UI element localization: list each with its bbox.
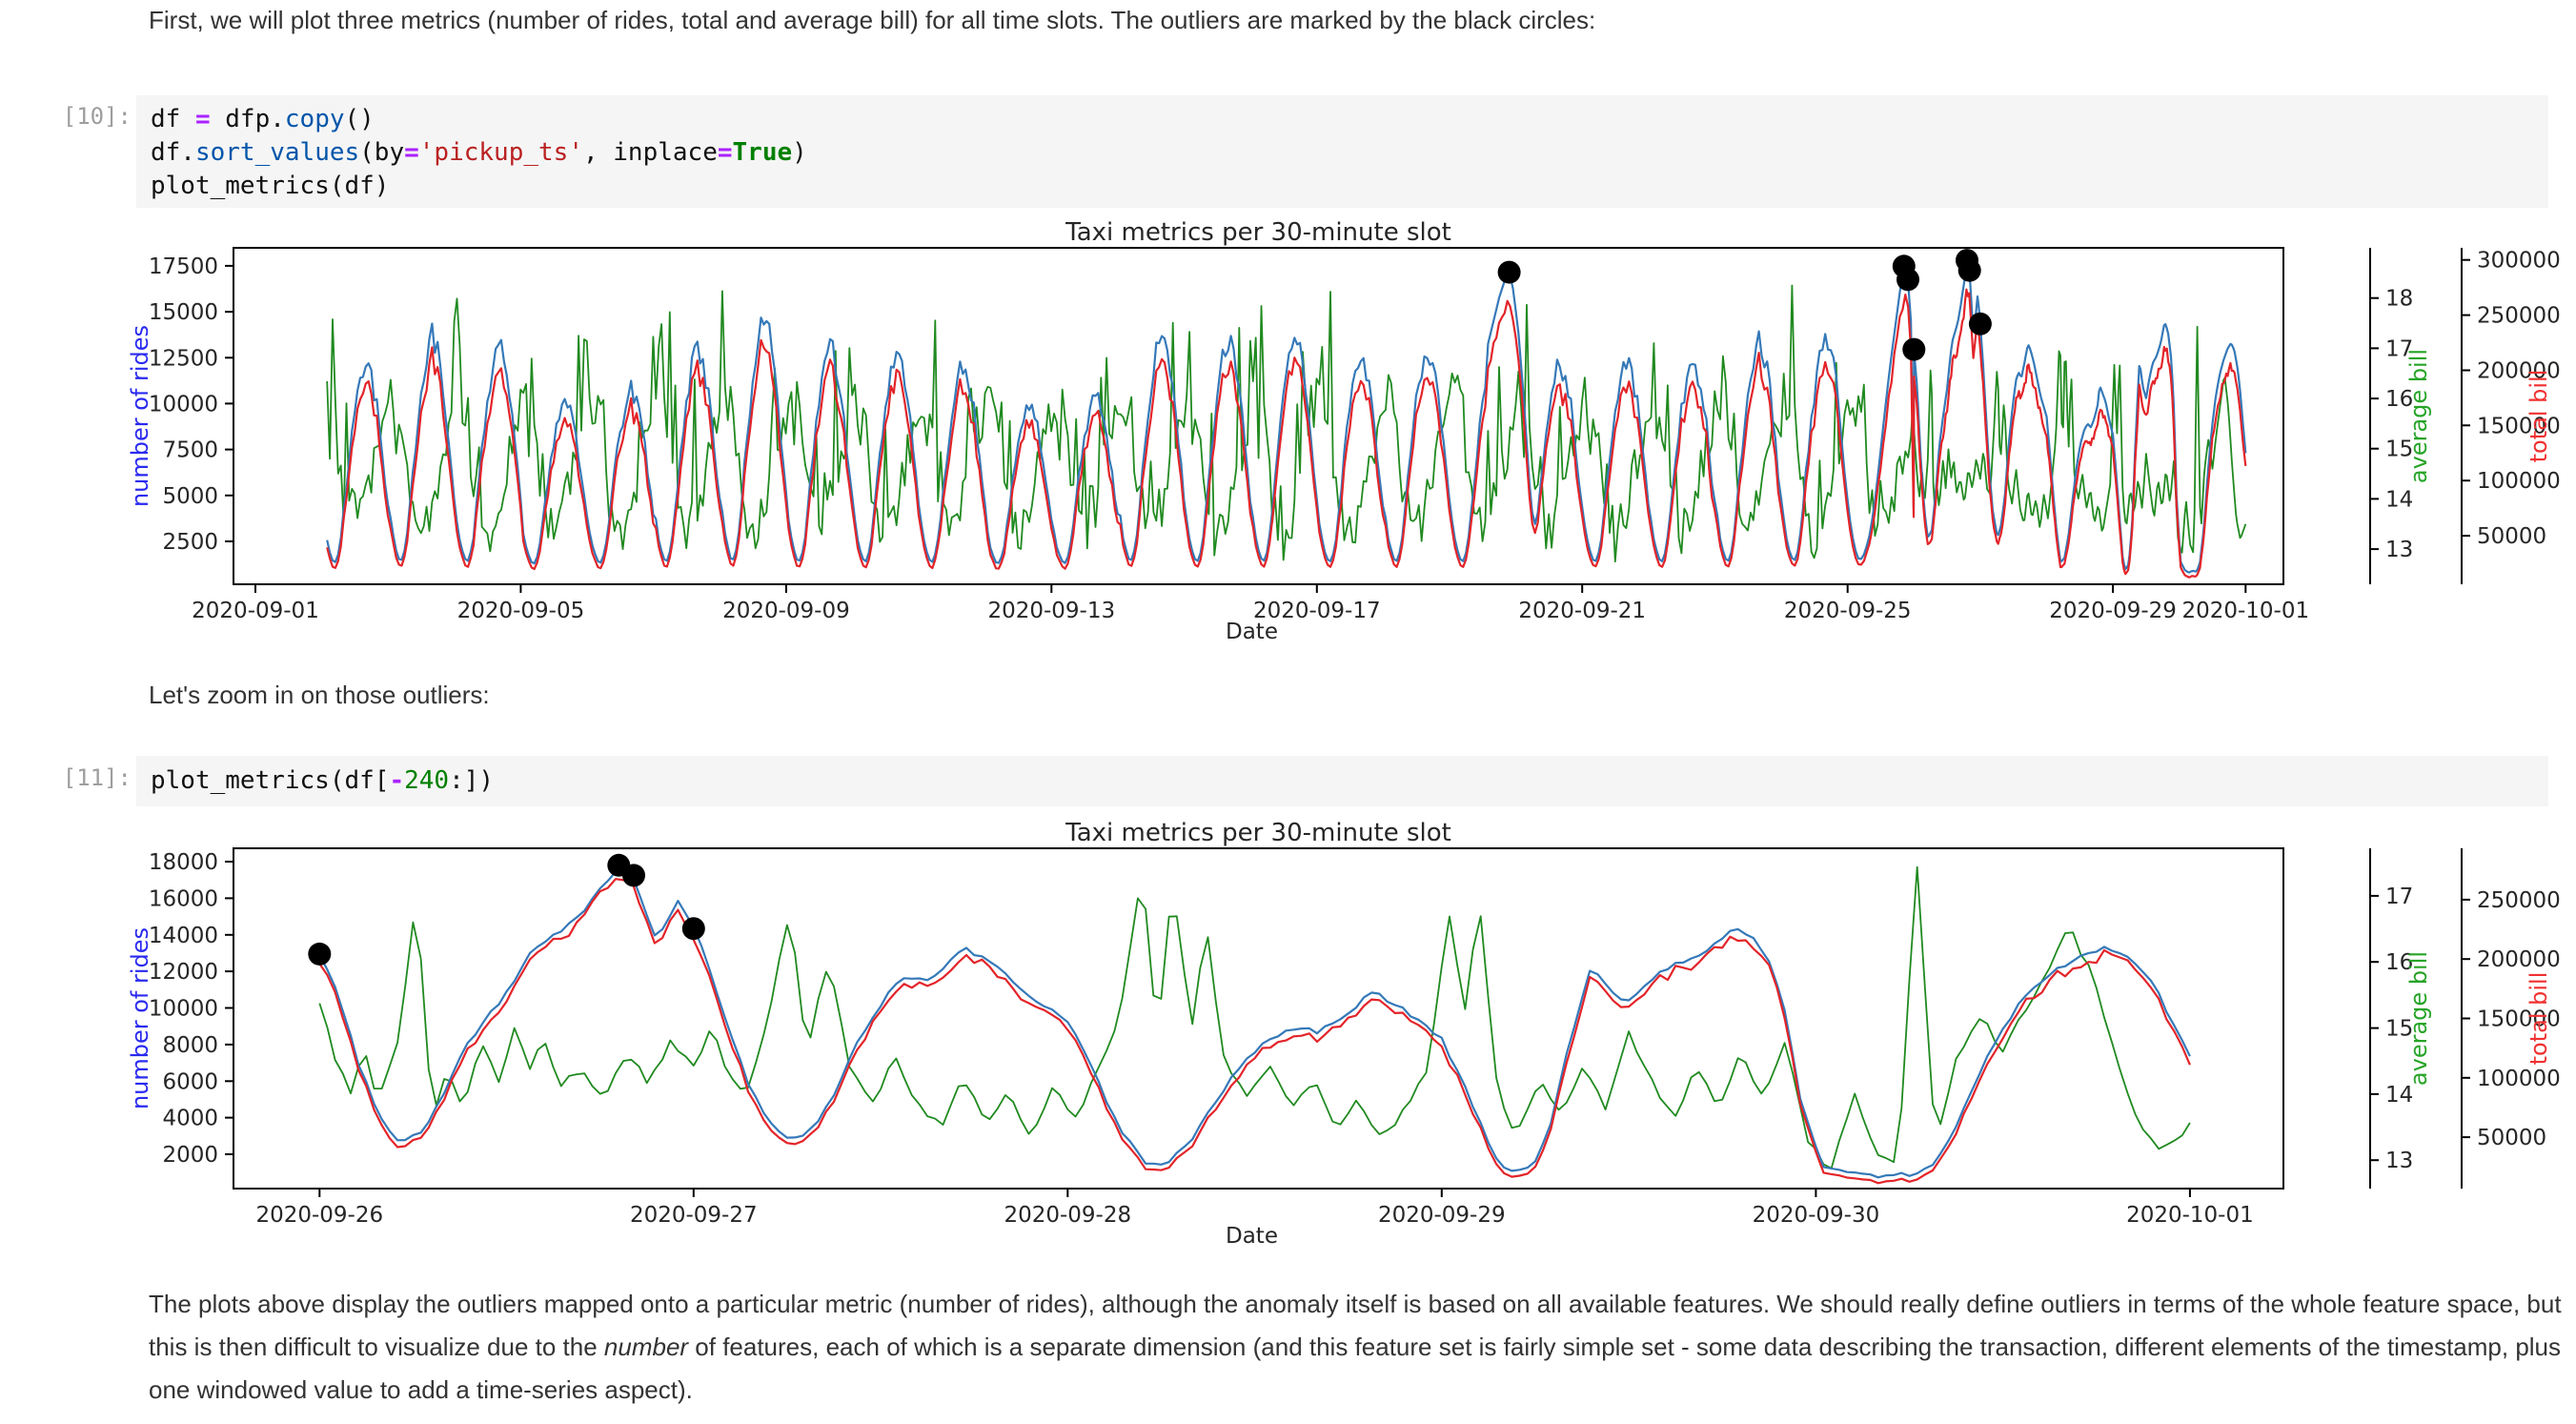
paragraph-text-2: of features, each of which is a separate… [149, 1332, 2562, 1404]
outlier-marker [1902, 337, 1926, 361]
outlier-marker [1897, 268, 1919, 292]
code-cell-11: [11]: plot_metrics(df[-240:]) [63, 756, 2548, 806]
rides-tick-label: 15000 [149, 300, 218, 325]
total-tick-label: 250000 [2477, 888, 2561, 913]
y-axis-label-total-bill: total bill [2525, 972, 2552, 1066]
avg-tick-label: 14 [2385, 1083, 2413, 1108]
cell-prompt-10: [10]: [62, 103, 132, 130]
code-editor-10[interactable]: df = dfp.copy() df.sort_values(by='pickup… [151, 105, 807, 200]
figure-taxi-metrics-zoom: Taxi metrics per 30-minute slot 2020-09-2… [127, 820, 2561, 1249]
rides-tick-label: 5000 [162, 484, 218, 509]
x-tick-label: 2020-09-26 [255, 1203, 383, 1228]
rides-tick-label: 7500 [162, 438, 218, 463]
paragraph-italic-word: number [603, 1332, 689, 1361]
total-tick-label: 200000 [2477, 359, 2561, 384]
avg-tick-label: 14 [2385, 487, 2413, 512]
average-bill-line [326, 284, 2247, 563]
chart-title: Taxi metrics per 30-minute slot [1065, 820, 1451, 847]
avg-tick-label: 15 [2385, 1017, 2413, 1042]
avg-tick-label: 16 [2385, 950, 2413, 975]
outlier-marker [1497, 260, 1521, 284]
chart-title: Taxi metrics per 30-minute slot [1065, 219, 1451, 247]
total-bill-line [318, 878, 2191, 1185]
outlier-marker [308, 942, 332, 966]
x-tick-label: 2020-09-21 [1518, 599, 1646, 623]
number-of-rides-line [326, 262, 2247, 574]
x-tick-label: 2020-09-13 [987, 599, 1115, 623]
total-tick-label: 100000 [2477, 1067, 2561, 1091]
x-tick-label: 2020-09-01 [192, 599, 319, 623]
total-tick-label: 200000 [2477, 947, 2561, 972]
x-tick-label: 2020-09-17 [1253, 599, 1381, 623]
code-cell-10: [10]: df = dfp.copy() df.sort_values(by='… [63, 95, 2548, 208]
x-tick-label: 2020-09-27 [630, 1203, 758, 1228]
outlier-marker [1957, 258, 1981, 282]
total-tick-label: 250000 [2477, 304, 2561, 329]
y-axis-label-rides: number of rides [127, 325, 153, 507]
average-bill-line [318, 865, 2191, 1170]
total-tick-label: 150000 [2477, 414, 2561, 438]
rides-tick-label: 18000 [149, 850, 218, 875]
rides-tick-label: 2500 [162, 530, 218, 555]
x-tick-label: 2020-09-29 [2049, 599, 2177, 623]
rides-tick-label: 10000 [149, 392, 218, 417]
y-axis-label-average-bill: average bill [2405, 951, 2432, 1086]
rides-tick-label: 2000 [162, 1143, 218, 1168]
rides-tick-label: 12000 [149, 960, 218, 985]
code-editor-11[interactable]: plot_metrics(df[-240:]) [151, 766, 495, 795]
avg-tick-label: 13 [2385, 1149, 2413, 1173]
x-tick-label: 2020-09-25 [1784, 599, 1912, 623]
rides-tick-label: 16000 [149, 886, 218, 911]
total-tick-label: 100000 [2477, 469, 2561, 494]
avg-tick-label: 13 [2385, 538, 2413, 562]
markdown-intro-text: First, we will plot three metrics (numbe… [149, 6, 1596, 34]
outlier-marker [622, 864, 645, 887]
figure-taxi-metrics-overview: Taxi metrics per 30-minute slot 2020-09-0… [127, 219, 2561, 644]
rides-tick-label: 4000 [162, 1107, 218, 1131]
cell-prompt-11: [11]: [62, 764, 132, 791]
x-tick-label: 2020-10-01 [2126, 1203, 2254, 1228]
plot-frame [233, 247, 2284, 585]
outlier-marker [1968, 312, 1992, 336]
y-axis-label-average-bill: average bill [2405, 349, 2432, 483]
rides-tick-label: 8000 [162, 1033, 218, 1058]
rides-tick-label: 6000 [162, 1069, 218, 1094]
x-tick-label: 2020-09-30 [1753, 1203, 1880, 1228]
total-tick-label: 150000 [2477, 1007, 2561, 1032]
x-tick-label: 2020-09-05 [457, 599, 585, 623]
markdown-conclusion-paragraph: The plots above display the outliers map… [149, 1283, 2564, 1412]
avg-tick-label: 16 [2385, 387, 2413, 412]
x-tick-label: 2020-10-01 [2181, 599, 2309, 623]
plot-frame [233, 847, 2284, 1190]
rides-tick-label: 17500 [149, 254, 218, 279]
rides-tick-label: 12500 [149, 346, 218, 371]
avg-tick-label: 15 [2385, 437, 2413, 462]
x-axis-label-date: Date [1226, 620, 1278, 644]
outlier-marker [681, 917, 705, 941]
avg-tick-label: 17 [2385, 885, 2413, 909]
y-axis-label-rides: number of rides [127, 927, 153, 1109]
avg-tick-label: 17 [2385, 336, 2413, 361]
x-tick-label: 2020-09-29 [1378, 1203, 1506, 1228]
y-axis-label-total-bill: total bill [2525, 370, 2552, 463]
avg-tick-label: 18 [2385, 287, 2413, 312]
total-tick-label: 50000 [2477, 1126, 2546, 1150]
markdown-zoom-text: Let's zoom in on those outliers: [149, 681, 490, 709]
total-bill-line [326, 288, 2247, 579]
total-tick-label: 300000 [2477, 249, 2561, 274]
x-tick-label: 2020-09-28 [1004, 1203, 1131, 1228]
number-of-rides-line [318, 869, 2191, 1179]
paragraph-text-1: The plots above display the outliers map… [149, 1290, 2562, 1361]
total-tick-label: 50000 [2477, 524, 2546, 549]
rides-tick-label: 10000 [149, 997, 218, 1022]
x-tick-label: 2020-09-09 [722, 599, 850, 623]
x-axis-label-date: Date [1226, 1224, 1278, 1249]
rides-tick-label: 14000 [149, 924, 218, 948]
